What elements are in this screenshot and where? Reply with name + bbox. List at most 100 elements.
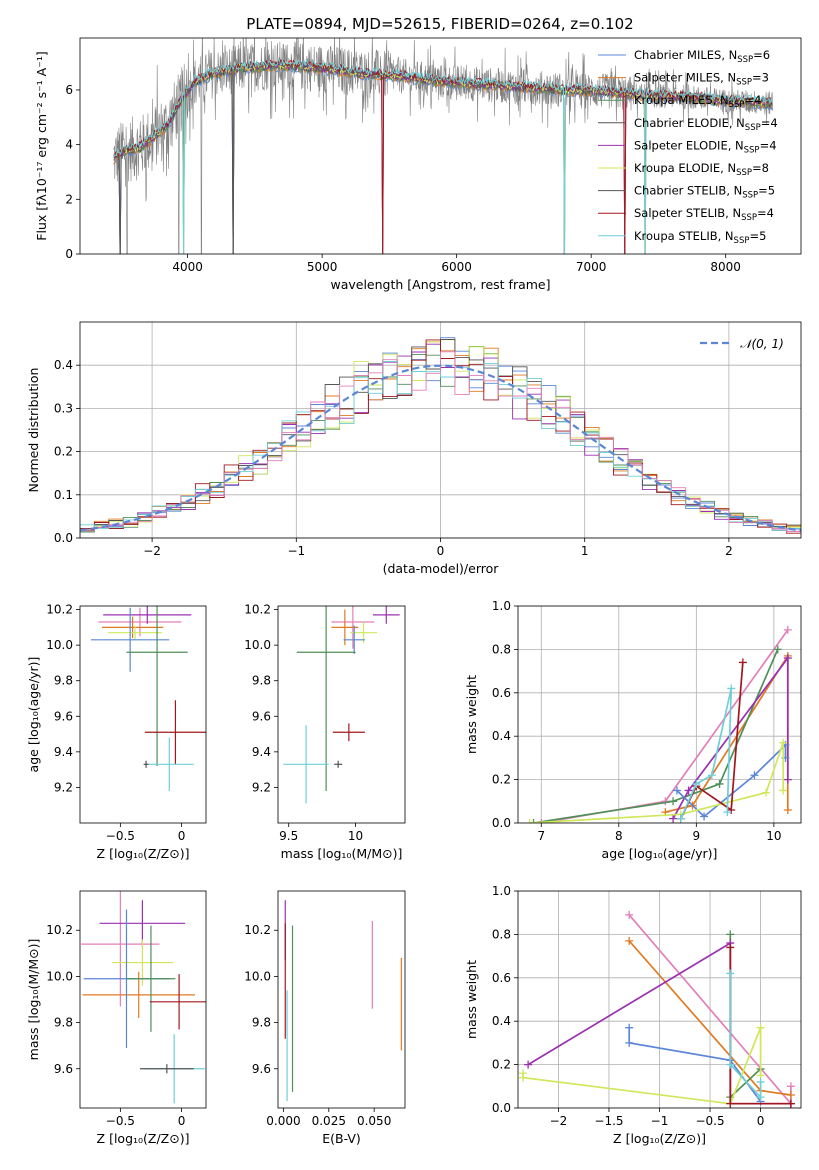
y-axis-label: Normed distribution — [26, 368, 41, 493]
axes-frame — [277, 605, 406, 824]
plus-marker — [715, 779, 724, 788]
axes-frame — [79, 37, 802, 255]
error-bar-point — [331, 606, 375, 649]
y-tick-label: 9.8 — [252, 674, 271, 688]
plot-content — [81, 891, 206, 1104]
legend-label: Salpeter ELODIE, N — [634, 138, 744, 152]
x-tick-label: −1.5 — [594, 1114, 623, 1128]
y-tick-label: 9.2 — [252, 780, 271, 794]
plus-marker — [786, 1090, 795, 1099]
y-tick-label: 10.2 — [46, 603, 73, 617]
error-bar-point — [144, 700, 206, 765]
error-bar-point — [144, 737, 194, 791]
plus-marker — [723, 808, 732, 817]
plus-marker — [779, 738, 788, 747]
plus-marker — [669, 797, 678, 806]
y-tick-label: 4 — [65, 138, 73, 152]
plus-marker — [756, 1093, 765, 1102]
legend-label: Kroupa ELODIE, N — [634, 161, 736, 175]
y-tick-label: 9.4 — [252, 745, 271, 759]
error-bar-point — [343, 625, 365, 655]
y-axis-label: mass weight — [464, 675, 479, 754]
plot-content — [283, 606, 400, 804]
x-axis-label: mass [log₁₀(M/M⊙)] — [281, 846, 403, 861]
error-bar-point — [102, 616, 164, 639]
y-tick-label: 0.4 — [492, 1014, 511, 1028]
x-axis-label: age [log₁₀(age/yr)] — [602, 846, 718, 861]
plus-marker — [783, 775, 792, 784]
legend-entry: Kroupa MILES, NSSP=4 — [634, 93, 761, 110]
plus-marker — [786, 1082, 795, 1091]
legend-subscript: SSP — [745, 123, 761, 133]
plus-marker — [756, 1023, 765, 1032]
histogram-step — [80, 351, 801, 538]
plus-marker — [519, 1073, 528, 1082]
error-bar-point — [296, 606, 356, 791]
y-tick-label: 6 — [65, 83, 73, 97]
y-tick-label: 9.6 — [54, 709, 73, 723]
legend-subscript: SSP — [736, 168, 752, 178]
y-tick-label: 10.0 — [244, 638, 271, 652]
plus-marker — [529, 819, 538, 823]
axes-frame — [79, 890, 207, 1109]
plus-marker — [625, 1023, 634, 1032]
error-bar-point — [372, 606, 400, 624]
panel-mass-vs-metal: −0.5 0 9.6 9.8 10.0 10.2 Z [log₁₀(Z/Z⊙)] mass [… — [26, 890, 207, 1146]
legend-subscript: SSP — [737, 55, 753, 65]
error-bar-point — [332, 723, 365, 742]
x-tick-label: 2 — [725, 544, 733, 558]
plot-content — [80, 322, 801, 538]
plus-marker — [783, 654, 792, 663]
x-axis-label: wavelength [Angstrom, rest frame] — [330, 277, 550, 292]
legend-count: =4 — [761, 116, 778, 130]
y-tick-label: 0.0 — [54, 531, 73, 545]
plus-marker — [786, 1099, 795, 1108]
y-tick-label: 9.6 — [252, 709, 271, 723]
plus-marker — [726, 930, 735, 939]
legend-label: Salpeter STELIB, N — [634, 206, 741, 220]
x-tick-label: 0.050 — [357, 1114, 391, 1128]
plus-marker — [726, 943, 735, 952]
x-tick-label: 5000 — [307, 260, 338, 274]
x-axis-label: (data-model)/error — [383, 561, 500, 576]
error-bar-point — [143, 760, 149, 768]
plus-marker — [700, 812, 709, 821]
y-axis-label: mass weight — [464, 960, 479, 1039]
legend-label: Chabrier STELIB, N — [634, 184, 742, 198]
error-bar-point — [283, 725, 329, 804]
plot-content — [113, 38, 773, 254]
x-tick-label: 9 — [693, 829, 701, 843]
x-tick-label: 8000 — [710, 260, 741, 274]
plus-marker — [676, 814, 685, 823]
plus-marker — [707, 771, 716, 780]
x-tick-label: 0.000 — [266, 1114, 300, 1128]
plus-marker — [525, 819, 534, 823]
legend-entry: 𝒩(0, 1) — [740, 337, 784, 351]
y-tick-label: 0.2 — [492, 1058, 511, 1072]
mass-weight-series — [533, 649, 779, 823]
x-axis-label: E(B-V) — [322, 1131, 361, 1146]
y-tick-label: 0.3 — [54, 401, 73, 415]
legend-count: =4 — [760, 138, 777, 152]
plus-marker — [756, 1077, 765, 1086]
error-bar-point — [139, 1064, 194, 1074]
x-axis-label: Z [log₁₀(Z/Z⊙)] — [613, 1131, 706, 1146]
error-bar-point — [108, 625, 162, 640]
plus-marker — [750, 771, 759, 780]
y-tick-label: 0.2 — [492, 773, 511, 787]
x-tick-label: −1 — [651, 1114, 669, 1128]
x-tick-label: 9.5 — [279, 829, 298, 843]
x-tick-label: 7 — [537, 829, 545, 843]
mass-weight-series — [729, 973, 762, 1100]
legend-count: =8 — [752, 161, 769, 175]
y-tick-label: 1.0 — [492, 599, 511, 613]
plot-content — [518, 891, 801, 1108]
plus-marker — [692, 779, 701, 788]
observed-spectrum-line — [113, 38, 773, 254]
plus-marker — [524, 1060, 533, 1069]
plus-marker — [625, 936, 634, 945]
y-tick-label: 2 — [65, 192, 73, 206]
legend-entry: Chabrier STELIB, NSSP=5 — [634, 184, 775, 201]
